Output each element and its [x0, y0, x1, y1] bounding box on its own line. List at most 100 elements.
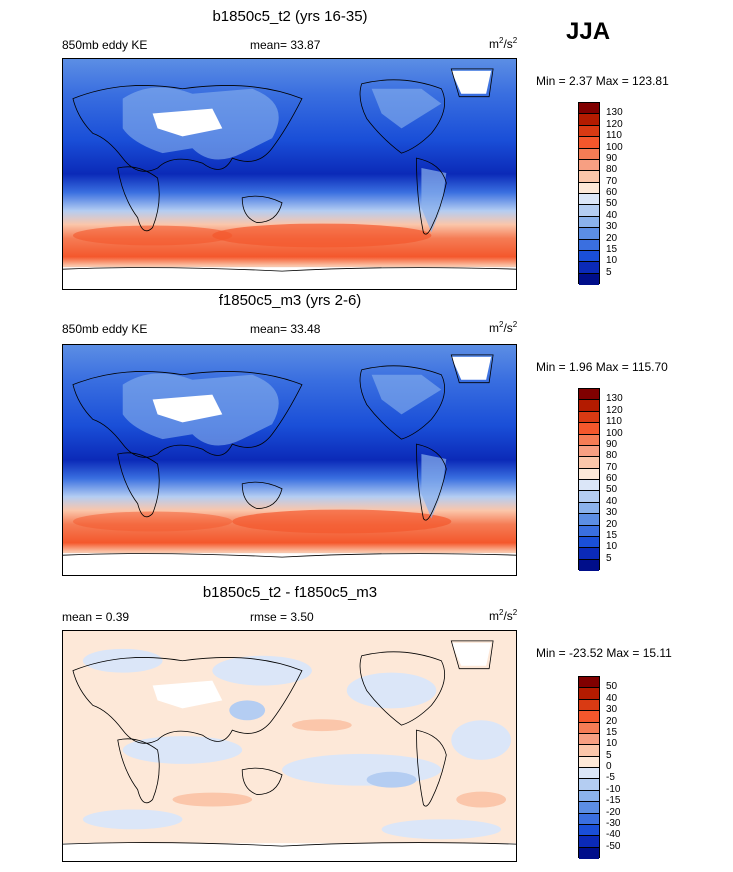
colorbar-tick-label: 120	[606, 118, 623, 130]
colorbar-tick-label: 15	[606, 243, 618, 255]
colorbar-tick-label: 5	[606, 749, 612, 761]
colorbar-tick-label: 5	[606, 552, 612, 564]
colorbar-bottom	[578, 676, 600, 859]
colorbar-swatch	[579, 250, 599, 263]
colorbar-swatch	[579, 491, 599, 503]
colorbar-tick-label: 20	[606, 715, 618, 727]
colorbar-swatch	[579, 194, 599, 206]
colorbar-tick-label: 90	[606, 438, 618, 450]
colorbar-swatch	[579, 216, 599, 229]
colorbar-swatch	[579, 228, 599, 240]
colorbar-tick-label: 10	[606, 738, 618, 750]
colorbar-swatch	[579, 468, 599, 480]
colorbar-swatch	[579, 114, 599, 126]
colorbar-swatch	[579, 768, 599, 780]
colorbar-swatch	[579, 273, 599, 285]
units-label: m2/s2	[489, 608, 518, 623]
colorbar-swatch	[579, 536, 599, 549]
colorbar-swatch	[579, 434, 599, 446]
colorbar-tick-label: -10	[606, 783, 621, 795]
colorbar-tick-label: 80	[606, 164, 618, 176]
colorbar-swatch	[579, 125, 599, 138]
minmax-label: Min = 2.37 Max = 123.81	[536, 74, 669, 88]
colorbar-swatch	[579, 688, 599, 700]
colorbar-swatch	[579, 239, 599, 251]
colorbar-tick-label: 40	[606, 495, 618, 507]
colorbar-tick-label: 5	[606, 266, 612, 278]
colorbar-tick-label: 120	[606, 404, 623, 416]
colorbar-tick-label: 10	[606, 541, 618, 553]
map-bottom	[62, 630, 517, 862]
colorbar-swatch	[579, 148, 599, 160]
colorbar-swatch	[579, 824, 599, 837]
colorbar-tick-label: 110	[606, 130, 622, 142]
rmse-label: rmse = 3.50	[250, 610, 314, 624]
colorbar-swatch	[579, 733, 599, 746]
colorbar-swatch	[579, 525, 599, 537]
colorbar-swatch	[579, 847, 599, 859]
colorbar-swatch	[579, 400, 599, 412]
colorbar-tick-label: 100	[606, 141, 623, 153]
colorbar-tick-label: 110	[606, 416, 622, 428]
map-middle-field	[63, 345, 516, 575]
colorbar-tick-label: 40	[606, 209, 618, 221]
colorbar-swatch	[579, 457, 599, 469]
colorbar-tick-label: 130	[606, 393, 623, 405]
mean-label: mean= 33.87	[250, 38, 321, 52]
colorbar-tick-label: 50	[606, 484, 618, 496]
variable-label: 850mb eddy KE	[62, 38, 148, 52]
colorbar-tick-label: 50	[606, 681, 618, 693]
colorbar-tick-label: -30	[606, 817, 621, 829]
colorbar-swatch	[579, 699, 599, 712]
map-top	[62, 58, 517, 290]
colorbar-swatch	[579, 205, 599, 217]
colorbar-swatch	[579, 423, 599, 435]
colorbar-tick-label: 20	[606, 518, 618, 530]
colorbar-tick-label: 30	[606, 704, 618, 716]
mean-label: mean= 33.48	[250, 322, 321, 336]
colorbar-swatch	[579, 411, 599, 424]
colorbar-swatch	[579, 182, 599, 194]
variable-label: 850mb eddy KE	[62, 322, 148, 336]
colorbar-swatch	[579, 836, 599, 848]
colorbar-tick-label: 60	[606, 187, 618, 198]
colorbar-swatch	[579, 389, 599, 401]
colorbar-swatch	[579, 159, 599, 172]
colorbar-swatch	[579, 559, 599, 571]
colorbar-middle	[578, 388, 600, 571]
colorbar-tick-label: -20	[606, 806, 621, 818]
colorbar-swatch	[579, 790, 599, 803]
colorbar-swatch	[579, 711, 599, 723]
units-label: m2/s2	[489, 36, 518, 51]
colorbar-top	[578, 102, 600, 285]
colorbar-tick-label: -15	[606, 795, 621, 807]
colorbar-swatch	[579, 756, 599, 768]
colorbar-swatch	[579, 548, 599, 560]
colorbar-swatch	[579, 722, 599, 734]
colorbar-tick-label: 20	[606, 232, 618, 244]
colorbar-tick-label: 60	[606, 473, 618, 484]
colorbar-tick-label: 100	[606, 427, 623, 439]
colorbar-tick-label: -5	[606, 772, 615, 784]
colorbar-tick-label: 70	[606, 461, 618, 473]
colorbar-tick-label: 40	[606, 692, 618, 704]
colorbar-tick-label: 15	[606, 529, 618, 541]
minmax-label: Min = 1.96 Max = 115.70	[536, 360, 668, 374]
colorbar-swatch	[579, 262, 599, 274]
colorbar-swatch	[579, 171, 599, 183]
colorbar-swatch	[579, 480, 599, 492]
colorbar-tick-label: 15	[606, 726, 618, 738]
colorbar-tick-label: 10	[606, 255, 618, 267]
colorbar-swatch	[579, 502, 599, 515]
map-top-field	[63, 59, 516, 289]
colorbar-swatch	[579, 445, 599, 458]
colorbar-tick-label: 90	[606, 152, 618, 164]
colorbar-tick-label: 80	[606, 450, 618, 462]
panel-title: b1850c5_t2 (yrs 16-35)	[212, 8, 368, 25]
colorbar-swatch	[579, 514, 599, 526]
colorbar-tick-label: 70	[606, 175, 618, 187]
colorbar-swatch	[579, 677, 599, 689]
colorbar-tick-label: 30	[606, 221, 618, 233]
colorbar-tick-label: 50	[606, 198, 618, 210]
colorbar-tick-label: 30	[606, 507, 618, 519]
